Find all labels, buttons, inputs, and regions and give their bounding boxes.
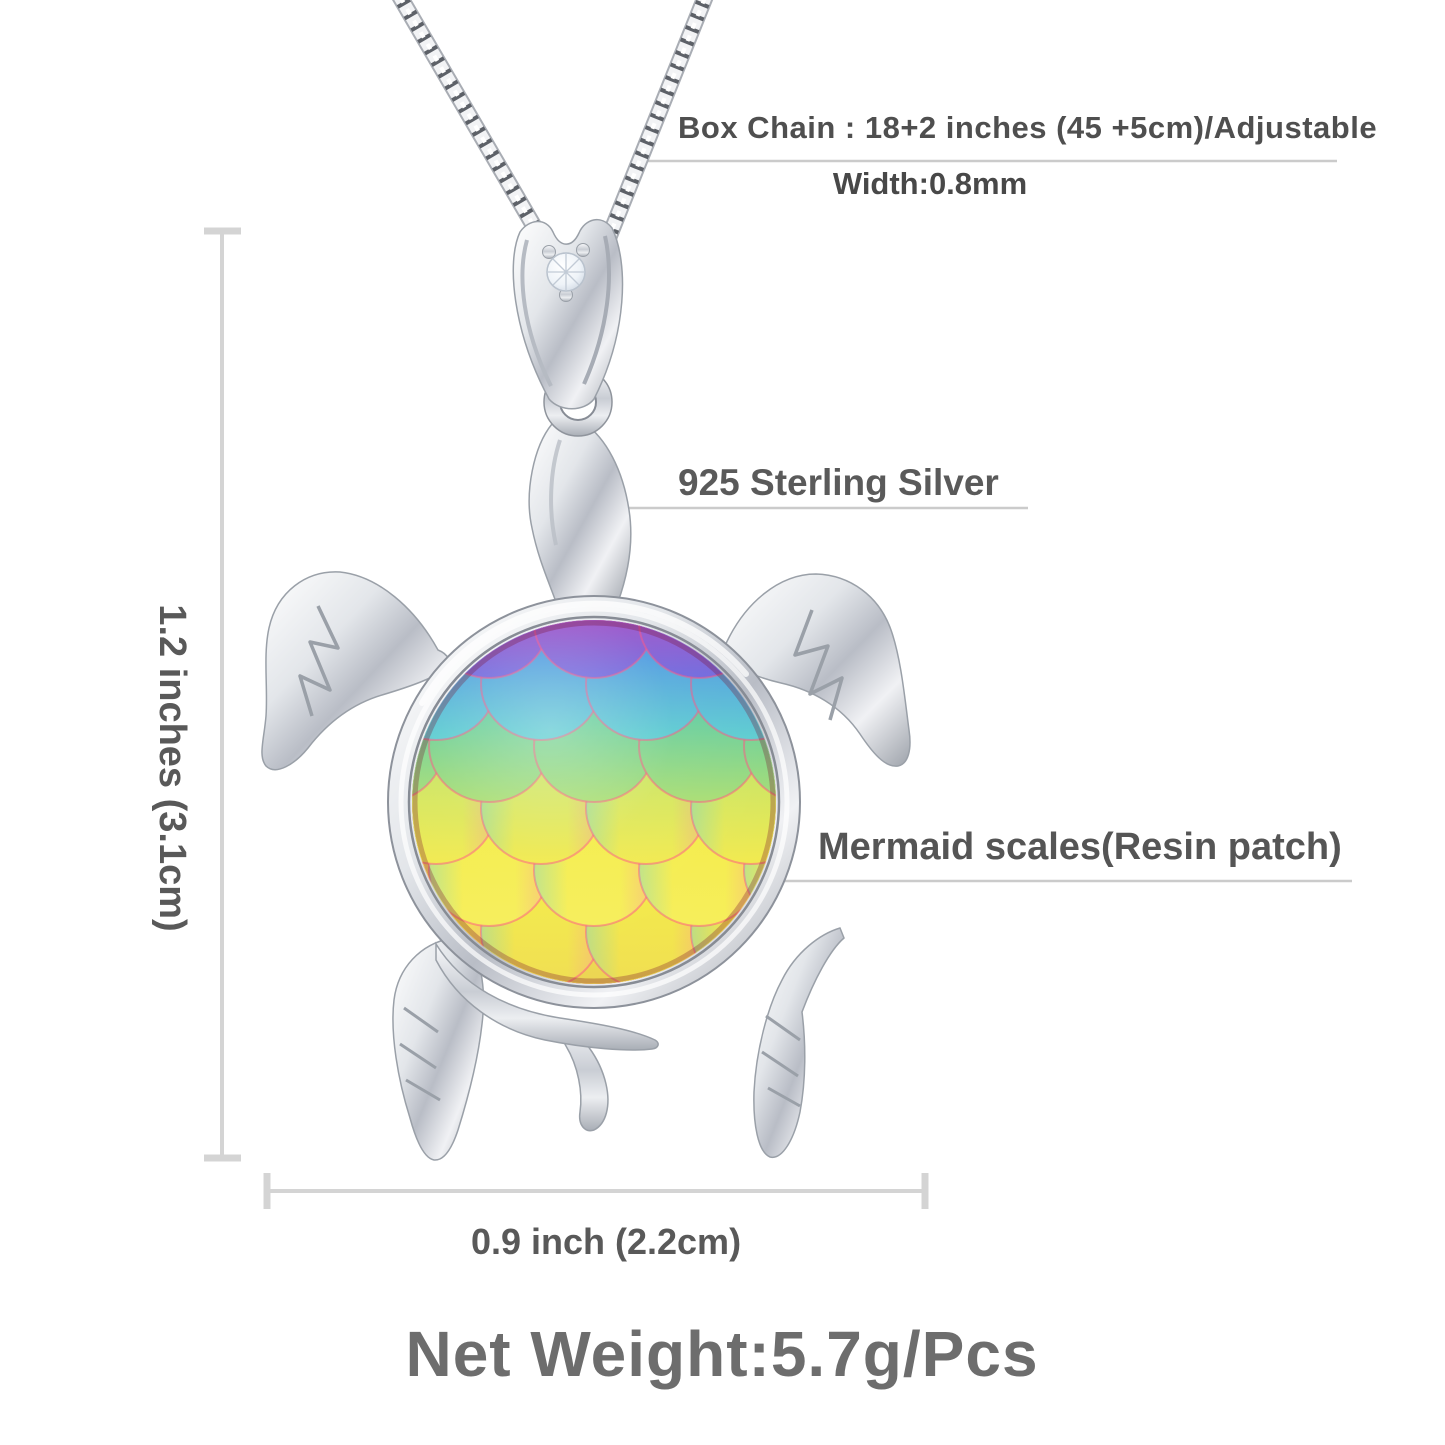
net-weight-label: Net Weight:5.7g/Pcs [405, 1318, 1039, 1390]
turtle-hindleg-right [753, 927, 845, 1158]
height-measure-line [204, 227, 241, 1162]
width-measure-line [263, 1173, 929, 1209]
turtle-hindleg-left [392, 937, 485, 1161]
scale-patch-label: Mermaid scales(Resin patch) [818, 826, 1342, 868]
material-label: 925 Sterling Silver [678, 462, 999, 503]
turtle-shell [387, 595, 801, 1009]
callout-lines [608, 159, 1352, 883]
pendant-width-label: 0.9 inch (2.2cm) [470, 1221, 742, 1262]
box-chain [391, 0, 714, 257]
pendant-height-label: 1.2 inches (3.1cm) [151, 604, 193, 932]
chain-width-label: Width:0.8mm [832, 166, 1028, 201]
pendant-bail [512, 218, 624, 410]
chain-strand-right [595, 0, 714, 256]
chain-spec-label: Box Chain : 18+2 inches (45 +5cm)/Adjust… [678, 110, 1378, 145]
turtle-flipper-sweep [435, 941, 659, 1051]
chain-strand-left [391, 0, 557, 257]
crystal-accent [542, 243, 590, 302]
turtle-head [528, 417, 632, 603]
